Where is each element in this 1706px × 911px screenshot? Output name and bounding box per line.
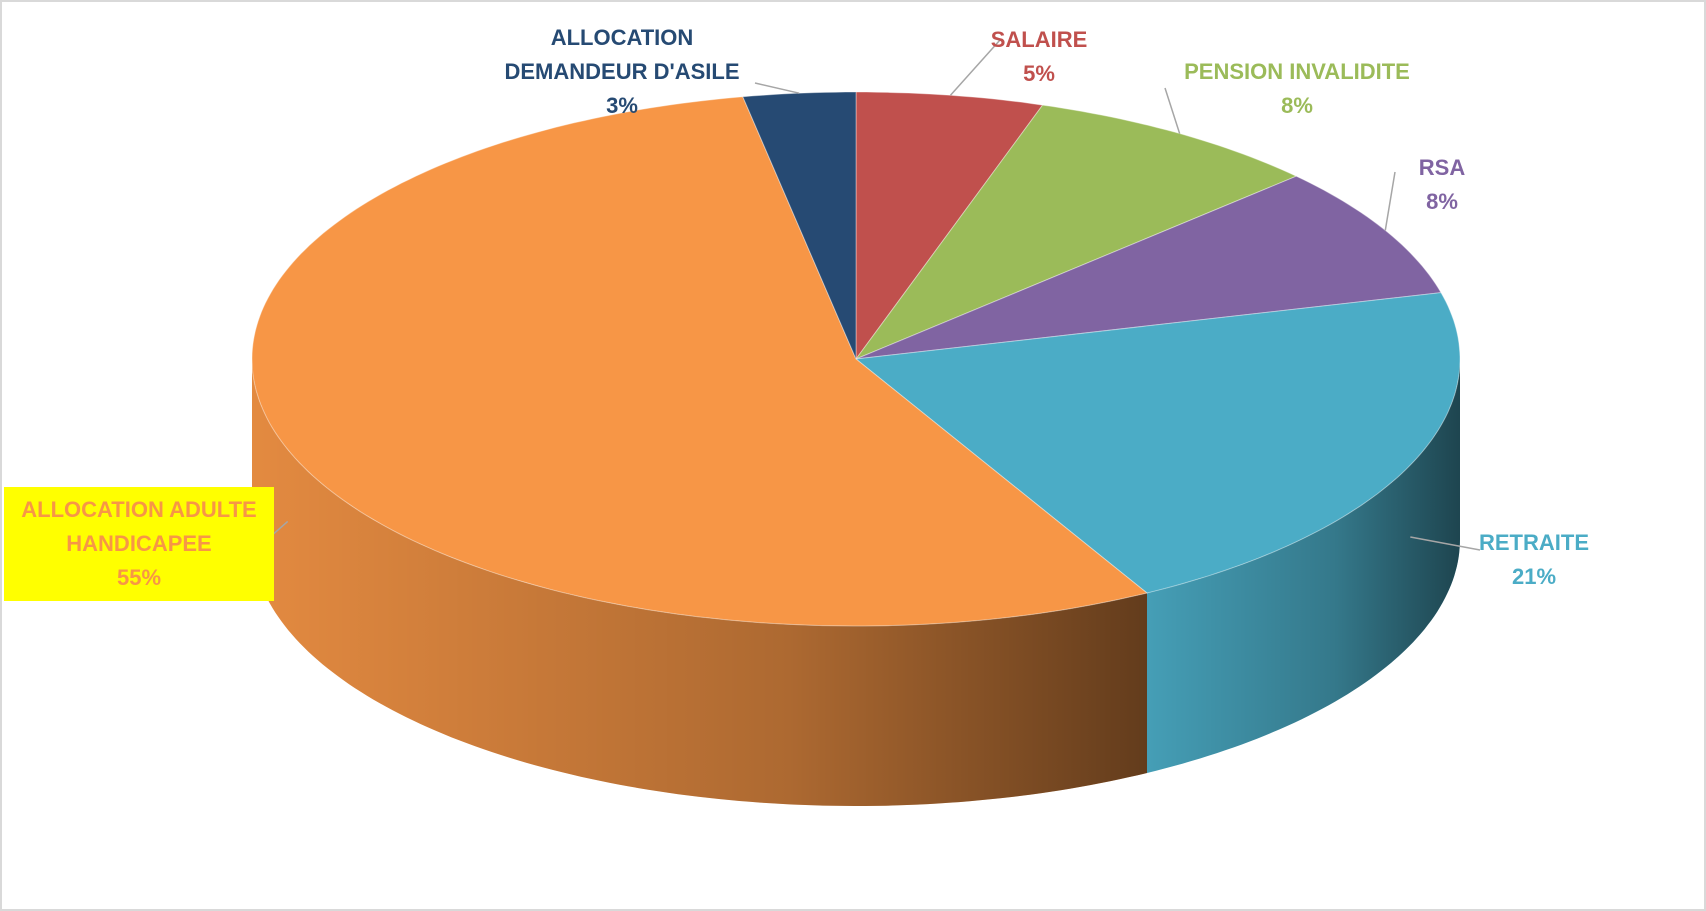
leader-line <box>754 82 800 94</box>
leader-line <box>1410 536 1481 551</box>
data-label: SALAIRE 5% <box>949 23 1129 91</box>
value-label: 21% <box>1511 564 1557 589</box>
category-label: RSA <box>1418 155 1466 180</box>
pie-side-shade <box>1147 359 1460 773</box>
category-label: RETRAITE <box>1479 530 1589 555</box>
value-label: 8% <box>1281 93 1313 118</box>
leader-line <box>1164 87 1181 134</box>
value-label: 55% <box>116 565 162 590</box>
leader-line <box>1384 171 1396 231</box>
pie-side-shade <box>252 359 1147 806</box>
pie-slice <box>251 96 1149 627</box>
data-label: RETRAITE 21% <box>1454 526 1614 594</box>
data-label: ALLOCATION ADULTE HANDICAPEE 55% <box>4 487 274 601</box>
data-label: RSA 8% <box>1382 151 1502 219</box>
data-label: PENSION INVALIDITE 8% <box>1167 55 1427 123</box>
pie-slice <box>854 292 1461 594</box>
category-label: SALAIRE <box>990 27 1088 52</box>
leader-line <box>949 39 1001 96</box>
data-label: ALLOCATION DEMANDEUR D'ASILE 3% <box>477 21 767 123</box>
category-label: PENSION INVALIDITE <box>1184 59 1410 84</box>
category-label: ALLOCATION DEMANDEUR D'ASILE <box>504 25 740 84</box>
value-label: 3% <box>606 93 638 118</box>
category-label: ALLOCATION ADULTE HANDICAPEE <box>21 497 257 556</box>
pie-slice <box>855 91 1044 361</box>
value-label: 5% <box>1023 61 1055 86</box>
value-label: 8% <box>1426 189 1458 214</box>
